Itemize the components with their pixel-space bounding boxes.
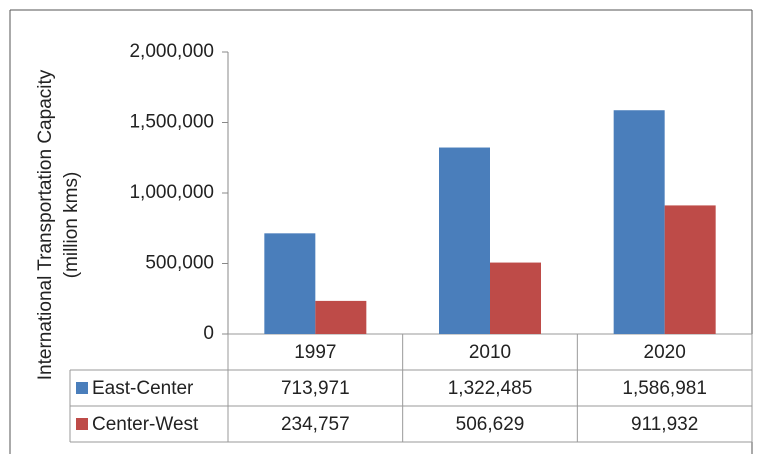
y-axis-label: International Transportation Capacity	[35, 69, 56, 380]
table-value: 506,629	[456, 414, 525, 435]
table-value: 1,322,485	[448, 378, 533, 399]
x-tick-label: 2010	[469, 342, 511, 363]
legend-swatch	[76, 418, 88, 430]
y-axis-label: (million kms)	[61, 172, 82, 279]
y-tick-label: 0	[203, 323, 214, 344]
bar	[315, 300, 367, 334]
bar	[264, 233, 316, 334]
legend-swatch	[76, 382, 88, 394]
y-tick-label: 2,000,000	[129, 41, 214, 62]
bar	[664, 205, 716, 334]
table-value: 911,932	[631, 414, 698, 435]
y-tick-label: 1,500,000	[129, 112, 214, 133]
bar	[613, 110, 665, 334]
legend-label: Center-West	[92, 414, 199, 435]
table-value: 1,586,981	[622, 378, 707, 399]
bar	[439, 147, 490, 334]
table-value: 713,971	[281, 378, 350, 399]
bar	[490, 262, 541, 334]
x-tick-label: 2020	[644, 342, 686, 363]
legend-label: East-Center	[92, 378, 194, 399]
y-tick-label: 1,000,000	[129, 182, 214, 203]
x-tick-label: 1997	[294, 342, 336, 363]
y-tick-label: 500,000	[145, 253, 214, 274]
table-value: 234,757	[281, 414, 350, 435]
